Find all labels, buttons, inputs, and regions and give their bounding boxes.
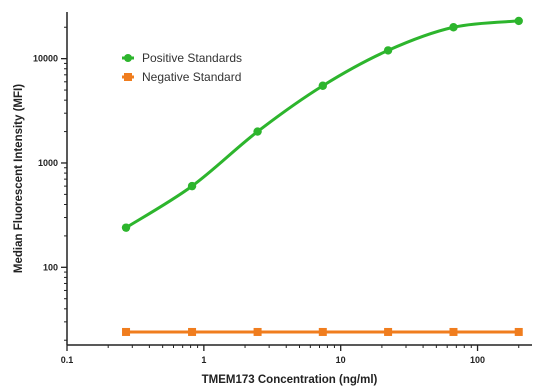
legend: Positive Standards Negative Standard — [122, 51, 242, 84]
series-2 — [122, 327, 523, 336]
legend-item: Negative Standard — [122, 70, 241, 84]
legend-marker — [124, 54, 132, 62]
data-point — [187, 181, 197, 191]
legend-item: Positive Standards — [122, 51, 242, 65]
data-point — [121, 223, 131, 232]
axes — [66, 12, 532, 346]
y-tick-label: 1000 — [38, 158, 58, 168]
data-point — [188, 327, 197, 336]
legend-marker — [124, 73, 132, 81]
data-point — [122, 327, 131, 336]
legend-label: Negative Standard — [142, 70, 241, 84]
y-axis-title: Median Fluorescent Intensity (MFI) — [13, 84, 25, 273]
x-tick-label: 1 — [201, 355, 206, 365]
x-tick-label: 0.1 — [61, 355, 74, 365]
data-point — [384, 327, 393, 336]
data-point — [514, 16, 523, 26]
data-point — [318, 81, 327, 90]
series-1 — [121, 16, 523, 232]
legend-label: Positive Standards — [142, 51, 242, 65]
x-axis-ticks: 0.1 1 10 100 — [61, 345, 520, 365]
data-point — [318, 327, 327, 336]
series-layer — [121, 16, 523, 336]
x-tick-label: 100 — [470, 355, 485, 365]
x-axis-title: TMEM173 Concentration (ng/ml) — [202, 374, 378, 386]
y-axis-ticks: 100 1000 10000 — [33, 26, 67, 341]
y-tick-label: 10000 — [33, 54, 58, 64]
data-point — [383, 46, 393, 55]
x-tick-label: 10 — [336, 355, 346, 365]
y-tick-label: 100 — [43, 262, 58, 272]
data-point — [449, 327, 458, 336]
data-point — [449, 23, 458, 32]
data-point — [253, 127, 262, 136]
data-point — [514, 327, 523, 336]
data-point — [253, 327, 262, 336]
